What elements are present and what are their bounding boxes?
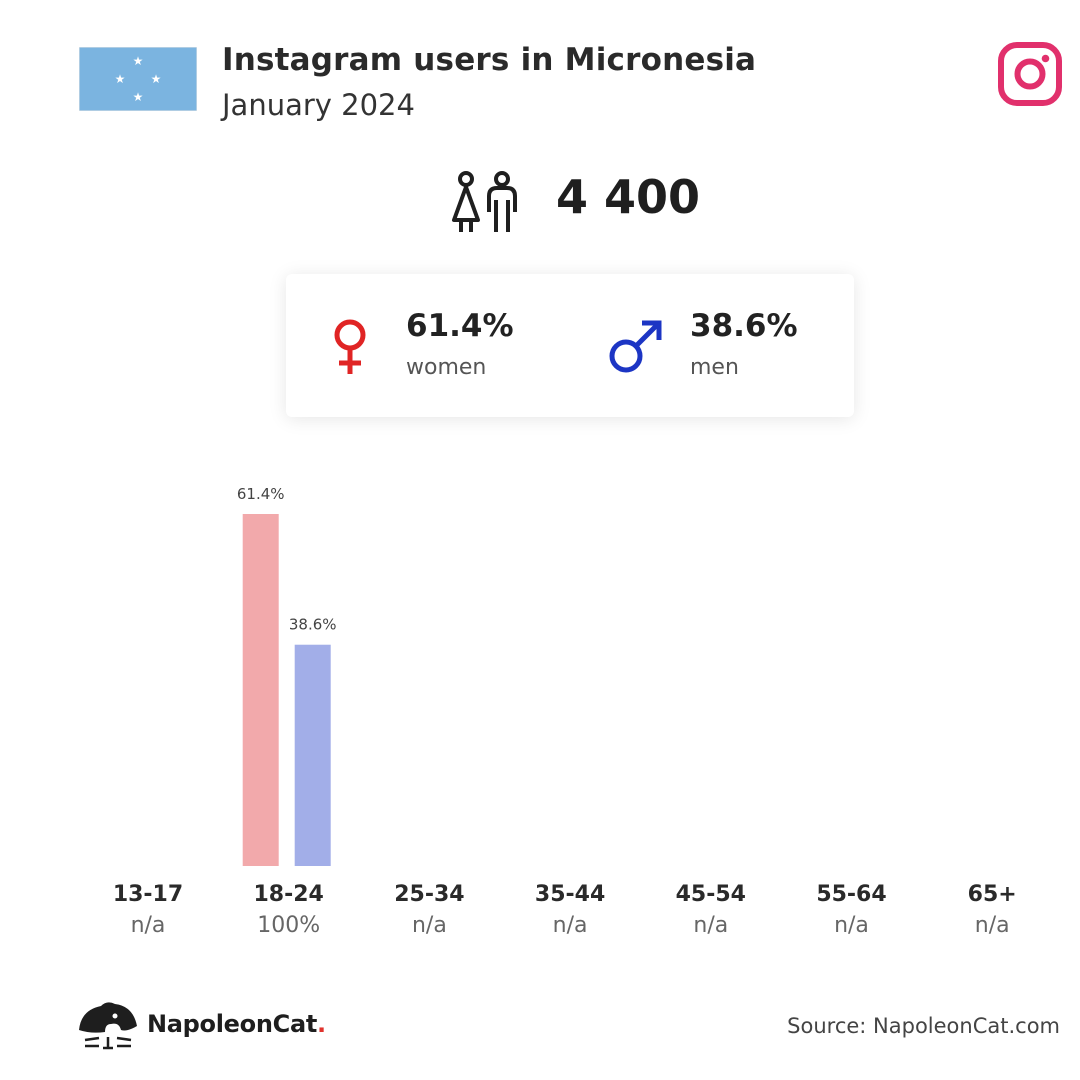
age-group-label: 13-17	[112, 882, 184, 907]
age-group-share: n/a	[834, 913, 869, 938]
age-group-share: n/a	[552, 913, 588, 938]
men-percent: 38.6%	[690, 308, 798, 344]
instagram-icon	[998, 42, 1062, 106]
svg-text:★: ★	[133, 54, 144, 68]
total-users-value: 4 400	[556, 170, 701, 224]
micronesia-flag-icon: ★ ★ ★ ★	[79, 47, 197, 111]
users-icon	[452, 171, 517, 232]
age-group-label: 65+	[967, 882, 1017, 907]
gender-summary-card: 61.4% women 38.6% men	[286, 274, 854, 417]
bar-men-18-24	[294, 644, 331, 866]
bar-women-18-24	[242, 514, 279, 866]
bar-label-women-18-24: 61.4%	[237, 485, 285, 503]
bar-label-men-18-24: 38.6%	[289, 616, 337, 634]
age-group-label: 35-44	[534, 882, 606, 907]
page-subtitle: January 2024	[222, 88, 415, 122]
age-group-share: n/a	[130, 913, 166, 938]
age-group-share: 100%	[257, 913, 321, 938]
age-group-share: n/a	[974, 913, 1010, 938]
age-group-share: n/a	[693, 913, 729, 938]
age-group-label: 25-34	[394, 882, 465, 907]
age-group-label: 45-54	[675, 882, 746, 907]
male-icon	[609, 320, 662, 373]
source-text: Source: NapoleonCat.com	[787, 1014, 1060, 1038]
men-label: men	[690, 355, 739, 380]
female-icon	[334, 319, 366, 374]
age-group-35-44: 35-44 n/a	[500, 882, 640, 938]
svg-text:★: ★	[115, 72, 126, 86]
women-percent: 61.4%	[406, 308, 514, 344]
age-group-13-17: 13-17 n/a	[78, 882, 218, 938]
page-title: Instagram users in Micronesia	[222, 42, 757, 78]
svg-text:★: ★	[151, 72, 162, 86]
age-group-18-24: 18-24 100%	[219, 882, 359, 938]
age-group-25-34: 25-34 n/a	[359, 882, 499, 938]
age-group-label: 18-24	[253, 882, 324, 907]
svg-text:★: ★	[133, 90, 144, 104]
age-group-share: n/a	[411, 913, 447, 938]
brand-name: NapoleonCat.	[147, 1010, 326, 1038]
age-group-65+: 65+ n/a	[922, 882, 1062, 938]
women-label: women	[406, 355, 487, 380]
napoleoncat-logo-icon	[79, 1002, 137, 1050]
age-group-label: 55-64	[816, 882, 887, 907]
age-group-55-64: 55-64 n/a	[782, 882, 922, 938]
age-gender-bar-chart: 61.4% 38.6%	[237, 485, 337, 866]
age-group-45-54: 45-54 n/a	[641, 882, 781, 938]
